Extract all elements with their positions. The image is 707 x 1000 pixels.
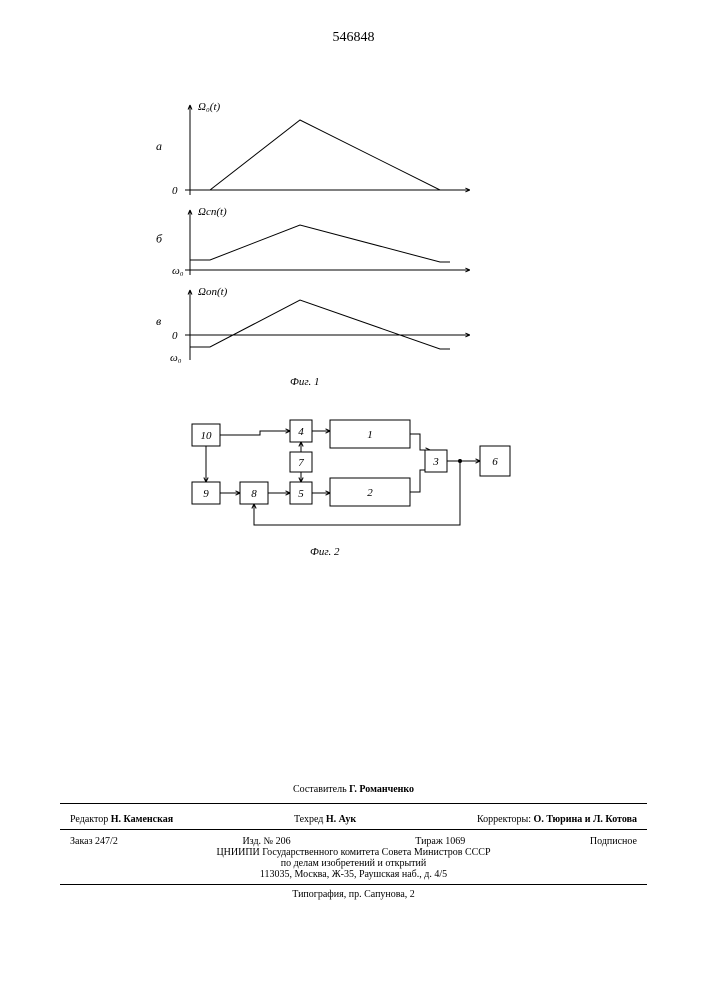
circulation: Тираж 1069	[415, 836, 465, 847]
editor-block: Редактор Н. Каменская	[70, 814, 173, 825]
svg-text:Ωоп(t): Ωоп(t)	[198, 286, 228, 298]
publisher-line-2: по делам изобретений и открытий	[60, 858, 647, 869]
patent-number: 546848	[0, 30, 707, 46]
svg-text:6: 6	[492, 456, 498, 468]
svg-text:0: 0	[172, 330, 178, 342]
issue-number: Изд. № 206	[242, 836, 290, 847]
order-number: Заказ 247/2	[70, 836, 118, 847]
publication-block: Заказ 247/2 Изд. № 206 Тираж 1069 Подпис…	[60, 836, 647, 885]
typography-line: Типография, пр. Сапунова, 2	[60, 889, 647, 900]
svg-text:10: 10	[201, 430, 213, 442]
subscription: Подписное	[590, 836, 637, 847]
svg-text:в: в	[156, 314, 161, 328]
svg-text:Фиг. 2: Фиг. 2	[310, 546, 340, 558]
svg-text:ω₀: ω₀	[172, 265, 184, 277]
svg-text:а: а	[156, 139, 162, 153]
compiler-name: Г. Романченко	[349, 784, 414, 795]
figure-1: Ω₀(t)t0аΩсп(t)tω₀бΩоп(t)t0ω₀вФиг. 1	[150, 100, 470, 390]
svg-text:2: 2	[367, 487, 373, 499]
compiler-label: Составитель	[293, 784, 347, 795]
svg-text:1: 1	[367, 429, 373, 441]
svg-text:3: 3	[432, 456, 439, 468]
svg-text:0: 0	[172, 185, 178, 197]
svg-text:4: 4	[298, 426, 304, 438]
svg-text:7: 7	[298, 457, 304, 469]
figure-2: 1 2 3 4 5 6 7 8 9 10 Фиг. 2	[130, 410, 530, 570]
svg-text:Ωсп(t): Ωсп(t)	[198, 206, 227, 218]
compiler-line: Составитель Г. Романченко	[60, 784, 647, 795]
publisher-line-3: 113035, Москва, Ж-35, Раушская наб., д. …	[60, 869, 647, 880]
svg-text:Фиг. 1: Фиг. 1	[290, 376, 320, 388]
svg-text:9: 9	[203, 488, 209, 500]
svg-text:б: б	[156, 232, 163, 246]
svg-text:Ω₀(t): Ω₀(t)	[198, 101, 220, 113]
credits-row: Редактор Н. Каменская Техред Н. Аук Корр…	[60, 814, 647, 825]
teched-block: Техред Н. Аук	[294, 814, 356, 825]
svg-text:ω₀: ω₀	[170, 352, 182, 364]
svg-text:8: 8	[251, 488, 257, 500]
figures-container: Ω₀(t)t0аΩсп(t)tω₀бΩоп(t)t0ω₀вФиг. 1 1234…	[150, 100, 550, 570]
footer: Составитель Г. Романченко Редактор Н. Ка…	[60, 784, 647, 900]
publisher-line-1: ЦНИИПИ Государственного комитета Совета …	[60, 847, 647, 858]
corrector-block: Корректоры: О. Тюрина и Л. Котова	[477, 814, 637, 825]
svg-text:5: 5	[298, 488, 304, 500]
